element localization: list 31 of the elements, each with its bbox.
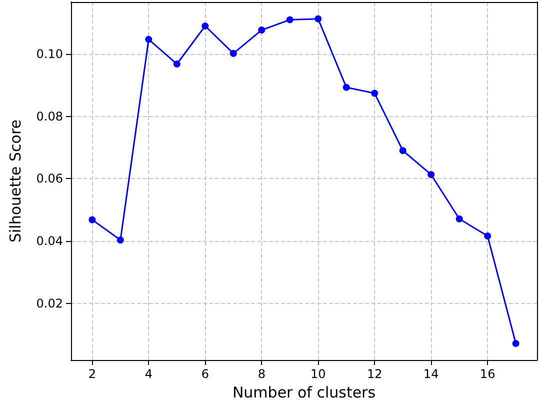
- x-axis-title: Number of clusters: [232, 383, 376, 402]
- x-tick-label: 16: [480, 367, 496, 381]
- x-tick-label: 4: [144, 367, 152, 381]
- point: [286, 16, 294, 24]
- point: [512, 340, 520, 347]
- y-axis-title: Silhouette Score: [6, 119, 24, 243]
- point: [202, 22, 209, 30]
- point: [173, 60, 180, 68]
- point: [484, 232, 492, 240]
- point: [371, 90, 378, 97]
- point: [145, 36, 152, 43]
- point: [314, 15, 322, 22]
- point: [230, 50, 237, 57]
- x-tick-label: 14: [423, 367, 439, 381]
- point: [428, 171, 435, 178]
- point: [88, 216, 96, 224]
- x-tick-label: 2: [88, 367, 96, 381]
- point: [258, 26, 266, 34]
- point: [342, 84, 350, 91]
- y-tick-label: 0.10: [36, 47, 63, 62]
- y-tick-label: 0.02: [36, 296, 63, 310]
- point: [116, 236, 124, 244]
- y-tick-label: 0.08: [36, 109, 63, 124]
- x-tick-label: 8: [258, 367, 266, 381]
- x-tick-label: 10: [310, 367, 326, 381]
- x-tick-label: 6: [201, 367, 209, 381]
- point: [456, 215, 463, 222]
- x-tick-label: 12: [366, 367, 382, 381]
- y-tick-label: 0.04: [36, 234, 63, 248]
- y-tick-label: 0.06: [36, 172, 63, 186]
- point: [399, 147, 406, 154]
